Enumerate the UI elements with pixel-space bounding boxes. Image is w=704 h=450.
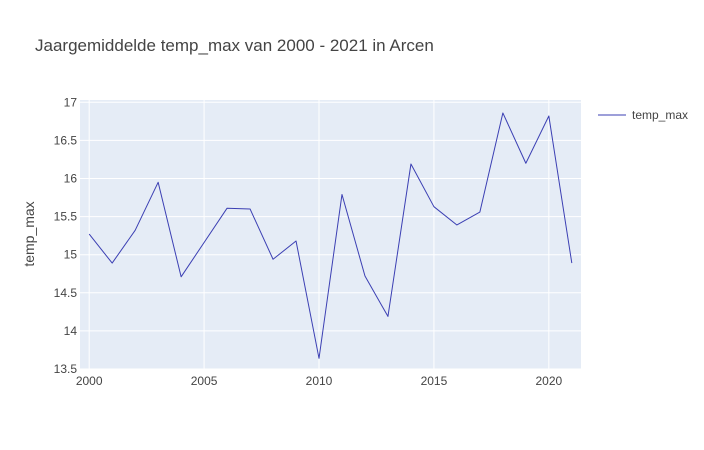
y-grid-lines bbox=[80, 101, 581, 370]
x-tick-label: 2010 bbox=[306, 374, 333, 388]
y-tick-label: 15 bbox=[64, 248, 78, 262]
x-tick-label: 2000 bbox=[76, 374, 103, 388]
y-tick-labels: 13.5 14 14.5 15 15.5 16 16.5 17 bbox=[54, 95, 78, 376]
plot-area bbox=[80, 100, 581, 369]
y-tick-label: 14.5 bbox=[54, 286, 78, 300]
y-axis-title: temp_max bbox=[21, 201, 37, 266]
y-tick-label: 13.5 bbox=[54, 362, 78, 376]
y-tick-label: 15.5 bbox=[54, 210, 78, 224]
x-tick-labels: 2000 2005 2010 2015 2020 bbox=[76, 374, 563, 388]
x-tick-label: 2020 bbox=[535, 374, 562, 388]
legend-label-temp-max: temp_max bbox=[632, 108, 688, 122]
x-tick-label: 2015 bbox=[421, 374, 448, 388]
y-tick-label: 16.5 bbox=[54, 133, 78, 147]
x-tick-label: 2005 bbox=[191, 374, 218, 388]
y-tick-label: 16 bbox=[64, 171, 78, 185]
legend[interactable]: temp_max bbox=[598, 108, 688, 122]
series-line-temp-max bbox=[88, 112, 573, 359]
y-tick-label: 14 bbox=[64, 324, 78, 338]
series-layer bbox=[88, 112, 573, 359]
y-tick-label: 17 bbox=[64, 95, 78, 109]
chart-title: Jaargemiddelde temp_max van 2000 - 2021 … bbox=[35, 36, 434, 55]
